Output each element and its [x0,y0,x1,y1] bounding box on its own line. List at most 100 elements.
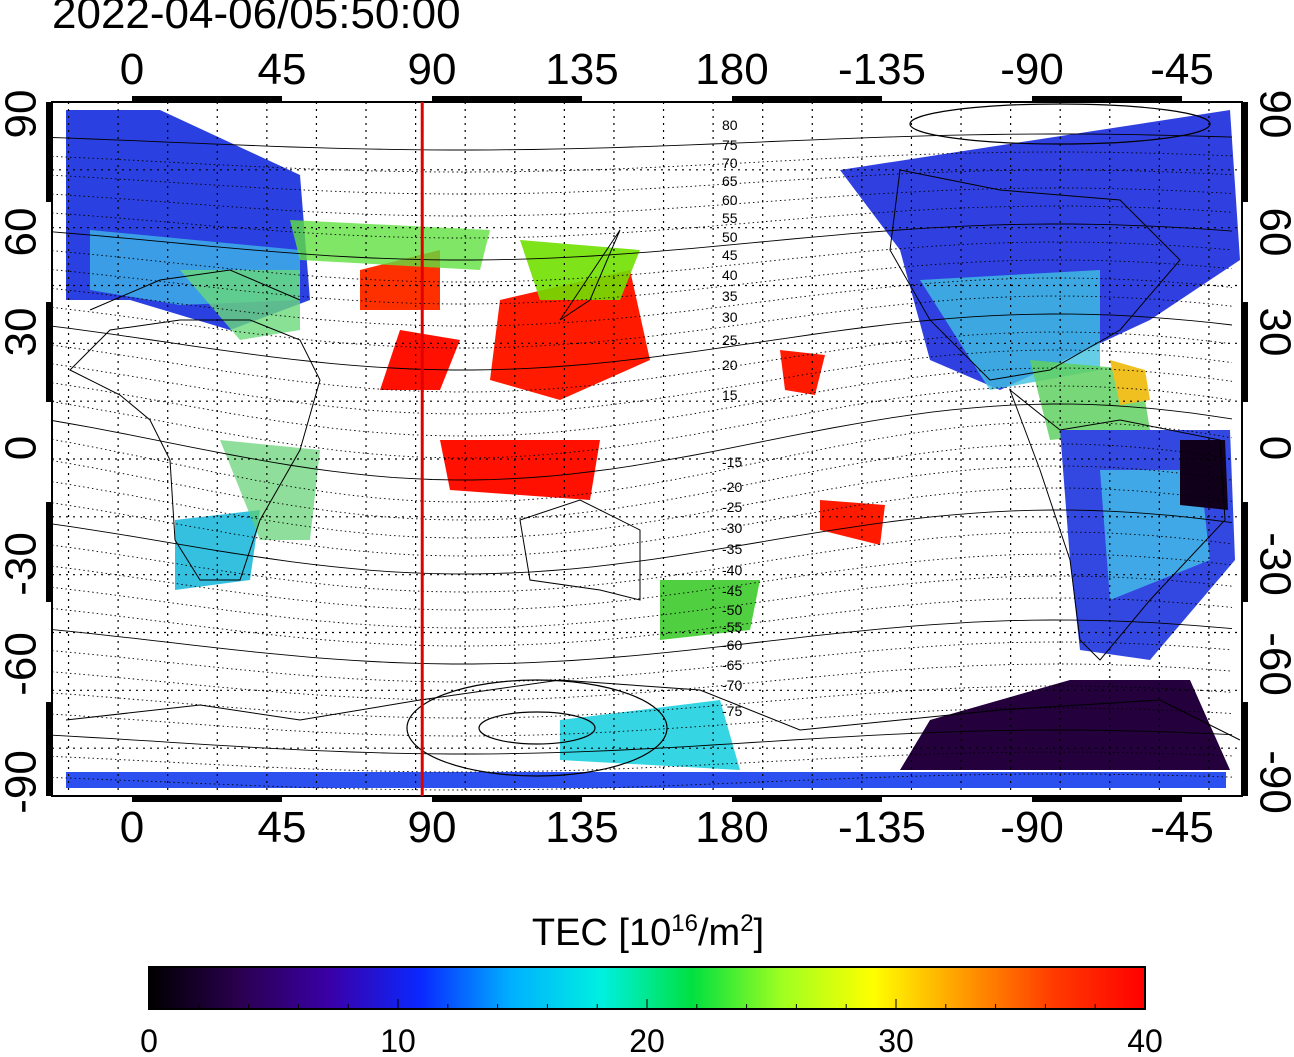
lat-tick-label-left: 90 [0,90,46,139]
magnetic-latitude-label: 60 [722,192,738,208]
axis-tick-labels: 0045459090135135180180-135-135-90-90-45-… [0,45,1294,852]
magnetic-latitude-contour [52,169,1233,195]
lon-tick-label-bottom: 135 [545,803,618,852]
magnetic-latitude-contour [52,421,1233,503]
lon-tick-label-top: -135 [838,45,926,94]
magnetic-latitude-contour [52,751,1233,773]
lat-tick-label-right: -60 [1250,632,1294,696]
lon-tick-label-bottom: -90 [1000,803,1064,852]
lon-tick-label-bottom: 0 [120,803,144,852]
lon-tick-label-bottom: 90 [408,803,457,852]
magnetic-latitude-contour [52,277,1233,327]
magnetic-latitude-label: -65 [722,657,742,673]
magnetic-pole-contour [406,679,668,777]
magnetic-pole-contour [478,711,596,745]
magnetic-latitude-label: 65 [722,173,738,189]
magnetic-latitude-label: -75 [722,703,742,719]
magnetic-latitude-contour [52,187,1233,217]
magnetic-latitude-contour [52,773,1233,791]
tec-coverage [66,110,1240,788]
magnetic-latitude-contour [52,531,1233,593]
magnetic-latitude-label: 30 [722,309,738,325]
colorbar-tick-label: 30 [878,1023,914,1057]
lon-tick-label-bottom: 180 [695,803,768,852]
frame-bars [46,96,1248,802]
lon-tick-label-top: 180 [695,45,768,94]
lat-tick-label-right: 90 [1250,90,1294,139]
colorbar-title: TEC [1016/m2] [532,910,764,954]
colorbar-tick-label: 10 [380,1023,416,1057]
magnetic-latitude-label: -35 [722,541,742,557]
magnetic-latitude-label: -15 [722,454,742,470]
magnetic-latitude-label: 15 [722,387,738,403]
magnetic-latitude-contour [52,223,1233,261]
lon-tick-label-bottom: 45 [258,803,307,852]
magnetic-latitude-contour [52,151,1233,173]
magnetic-pole-contour [909,103,1211,145]
lon-tick-label-top: 0 [120,45,144,94]
colorbar-tick-label: 0 [140,1023,158,1057]
magnetic-latitude-label: 50 [722,229,738,245]
magnetic-latitude-label: 35 [722,288,738,304]
lat-tick-label-right: 30 [1250,308,1294,357]
lon-tick-label-top: -45 [1150,45,1214,94]
magnetic-latitude-label: -55 [722,619,742,635]
magnetic-latitude-contour [52,241,1233,283]
magnetic-latitude-contour [52,641,1233,683]
magnetic-latitude-label: -20 [722,479,742,495]
magnetic-latitude-label: -40 [722,562,742,578]
timestamp: 2022-04-06/05:50:00 [52,0,461,38]
magnetic-latitude-label: 70 [722,155,738,171]
magnetic-latitude-label: 80 [722,117,738,133]
lon-tick-label-top: 135 [545,45,618,94]
magnetic-latitude-label: -50 [722,602,742,618]
magnetic-latitude-label: 75 [722,137,738,153]
lat-tick-label-right: -30 [1250,532,1294,596]
colorbar-tick-label: 20 [629,1023,665,1057]
magnetic-latitude-contour [52,313,1233,371]
lat-tick-label-right: 0 [1250,436,1294,460]
colorbar-ticks: 0 10 20 30 40 [140,999,1163,1057]
lon-tick-label-top: 90 [408,45,457,94]
magnetic-latitude-label: -30 [722,520,742,536]
lat-tick-label-left: 60 [0,208,46,257]
magnetic-latitude-contour [52,403,1233,481]
magnetic-latitude-label: 55 [722,210,738,226]
magnetic-latitude-contour [52,331,1233,393]
lat-tick-label-left: -90 [0,750,46,814]
colorbar-tick-label: 40 [1127,1023,1163,1057]
colorbar: TEC [1016/m2] 0 10 20 30 40 [140,910,1163,1057]
lat-tick-label-left: 0 [0,436,46,460]
magnetic-latitude-contour [52,367,1233,437]
magnetic-latitude-label: 25 [722,332,738,348]
lat-tick-label-left: 30 [0,308,46,357]
magnetic-latitude-contour [52,295,1233,349]
lat-tick-label-left: -30 [0,532,46,596]
magnetic-latitude-contour [52,465,1233,539]
magnetic-latitude-contour [52,597,1233,647]
magnetic-latitude-label: 45 [722,247,738,263]
lon-tick-label-top: -90 [1000,45,1064,94]
lon-tick-label-bottom: -45 [1150,803,1214,852]
magnetic-latitude-contour [52,575,1233,629]
magnetic-latitude-contour [52,707,1233,737]
magnetic-latitude-contour [52,509,1233,575]
magnetic-latitude-contour [52,553,1233,611]
lon-tick-label-bottom: -135 [838,803,926,852]
magnetic-latitude-labels: 80 75 70 65 60 55 50 45 40 35 30 25 20 15 -15 -20 -25 -30… [722,117,742,719]
magnetic-latitude-label: 20 [722,357,738,373]
magnetic-latitude-contour [52,349,1233,415]
magnetic-latitude-contour [52,133,1233,151]
lat-tick-label-right: -90 [1250,750,1294,814]
magnetic-latitude-contour [52,663,1233,701]
magnetic-latitude-contour [52,487,1233,557]
magnetic-latitude-contour [52,385,1233,459]
graticule [52,102,1242,796]
magnetic-latitude-contour [52,619,1233,665]
lon-tick-label-top: 45 [258,45,307,94]
lat-tick-label-right: 60 [1250,208,1294,257]
magnetic-latitude-label: -60 [722,637,742,653]
magnetic-latitude-contour [52,729,1233,755]
magnetic-latitude-label: -25 [722,499,742,515]
